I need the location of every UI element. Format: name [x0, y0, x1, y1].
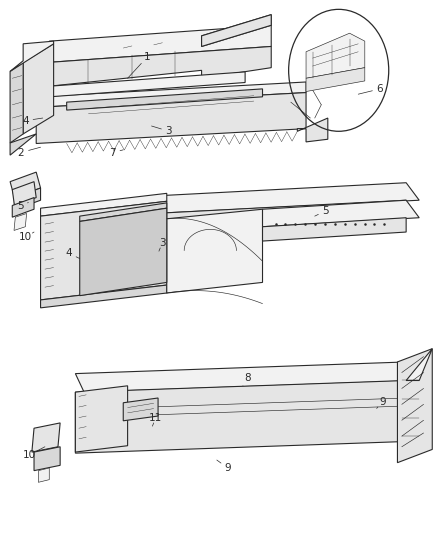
Polygon shape [123, 398, 158, 421]
Polygon shape [39, 468, 49, 482]
Text: 9: 9 [224, 463, 231, 473]
Text: 5: 5 [18, 200, 24, 211]
Polygon shape [154, 183, 419, 214]
Polygon shape [67, 89, 262, 110]
Polygon shape [32, 423, 60, 452]
Polygon shape [36, 82, 306, 108]
Polygon shape [75, 381, 406, 453]
Polygon shape [41, 201, 167, 300]
Text: 10: 10 [23, 450, 36, 460]
Polygon shape [41, 193, 167, 216]
Polygon shape [201, 14, 271, 46]
Text: 4: 4 [66, 248, 72, 259]
Text: 10: 10 [19, 232, 32, 243]
Text: 4: 4 [22, 116, 28, 126]
Text: 8: 8 [244, 373, 251, 383]
Polygon shape [397, 349, 432, 463]
Polygon shape [406, 349, 432, 381]
Polygon shape [14, 214, 27, 230]
Text: 3: 3 [159, 238, 166, 248]
Polygon shape [10, 172, 41, 198]
Text: 2: 2 [18, 148, 24, 158]
Polygon shape [36, 93, 306, 143]
Polygon shape [12, 198, 34, 217]
Polygon shape [297, 118, 328, 142]
Polygon shape [262, 217, 406, 241]
Polygon shape [49, 25, 271, 62]
Polygon shape [262, 200, 419, 227]
Text: 3: 3 [166, 126, 172, 136]
Polygon shape [306, 68, 365, 92]
Polygon shape [41, 285, 167, 308]
Polygon shape [10, 134, 36, 155]
Text: 9: 9 [379, 397, 385, 407]
Polygon shape [154, 200, 406, 224]
Polygon shape [49, 46, 271, 86]
Text: 6: 6 [377, 84, 383, 94]
Polygon shape [167, 209, 262, 293]
Polygon shape [201, 14, 271, 46]
Text: 5: 5 [322, 206, 329, 216]
Polygon shape [306, 33, 365, 78]
Polygon shape [10, 41, 53, 71]
Polygon shape [80, 203, 167, 221]
Text: 7: 7 [109, 148, 116, 158]
Polygon shape [23, 44, 53, 134]
Polygon shape [34, 447, 60, 471]
Polygon shape [10, 62, 23, 143]
Polygon shape [75, 386, 127, 452]
Polygon shape [75, 362, 419, 392]
Polygon shape [80, 208, 167, 296]
Polygon shape [14, 188, 41, 210]
Text: 1: 1 [144, 52, 151, 62]
Polygon shape [12, 182, 36, 206]
Text: 11: 11 [149, 413, 162, 423]
Polygon shape [49, 72, 245, 97]
